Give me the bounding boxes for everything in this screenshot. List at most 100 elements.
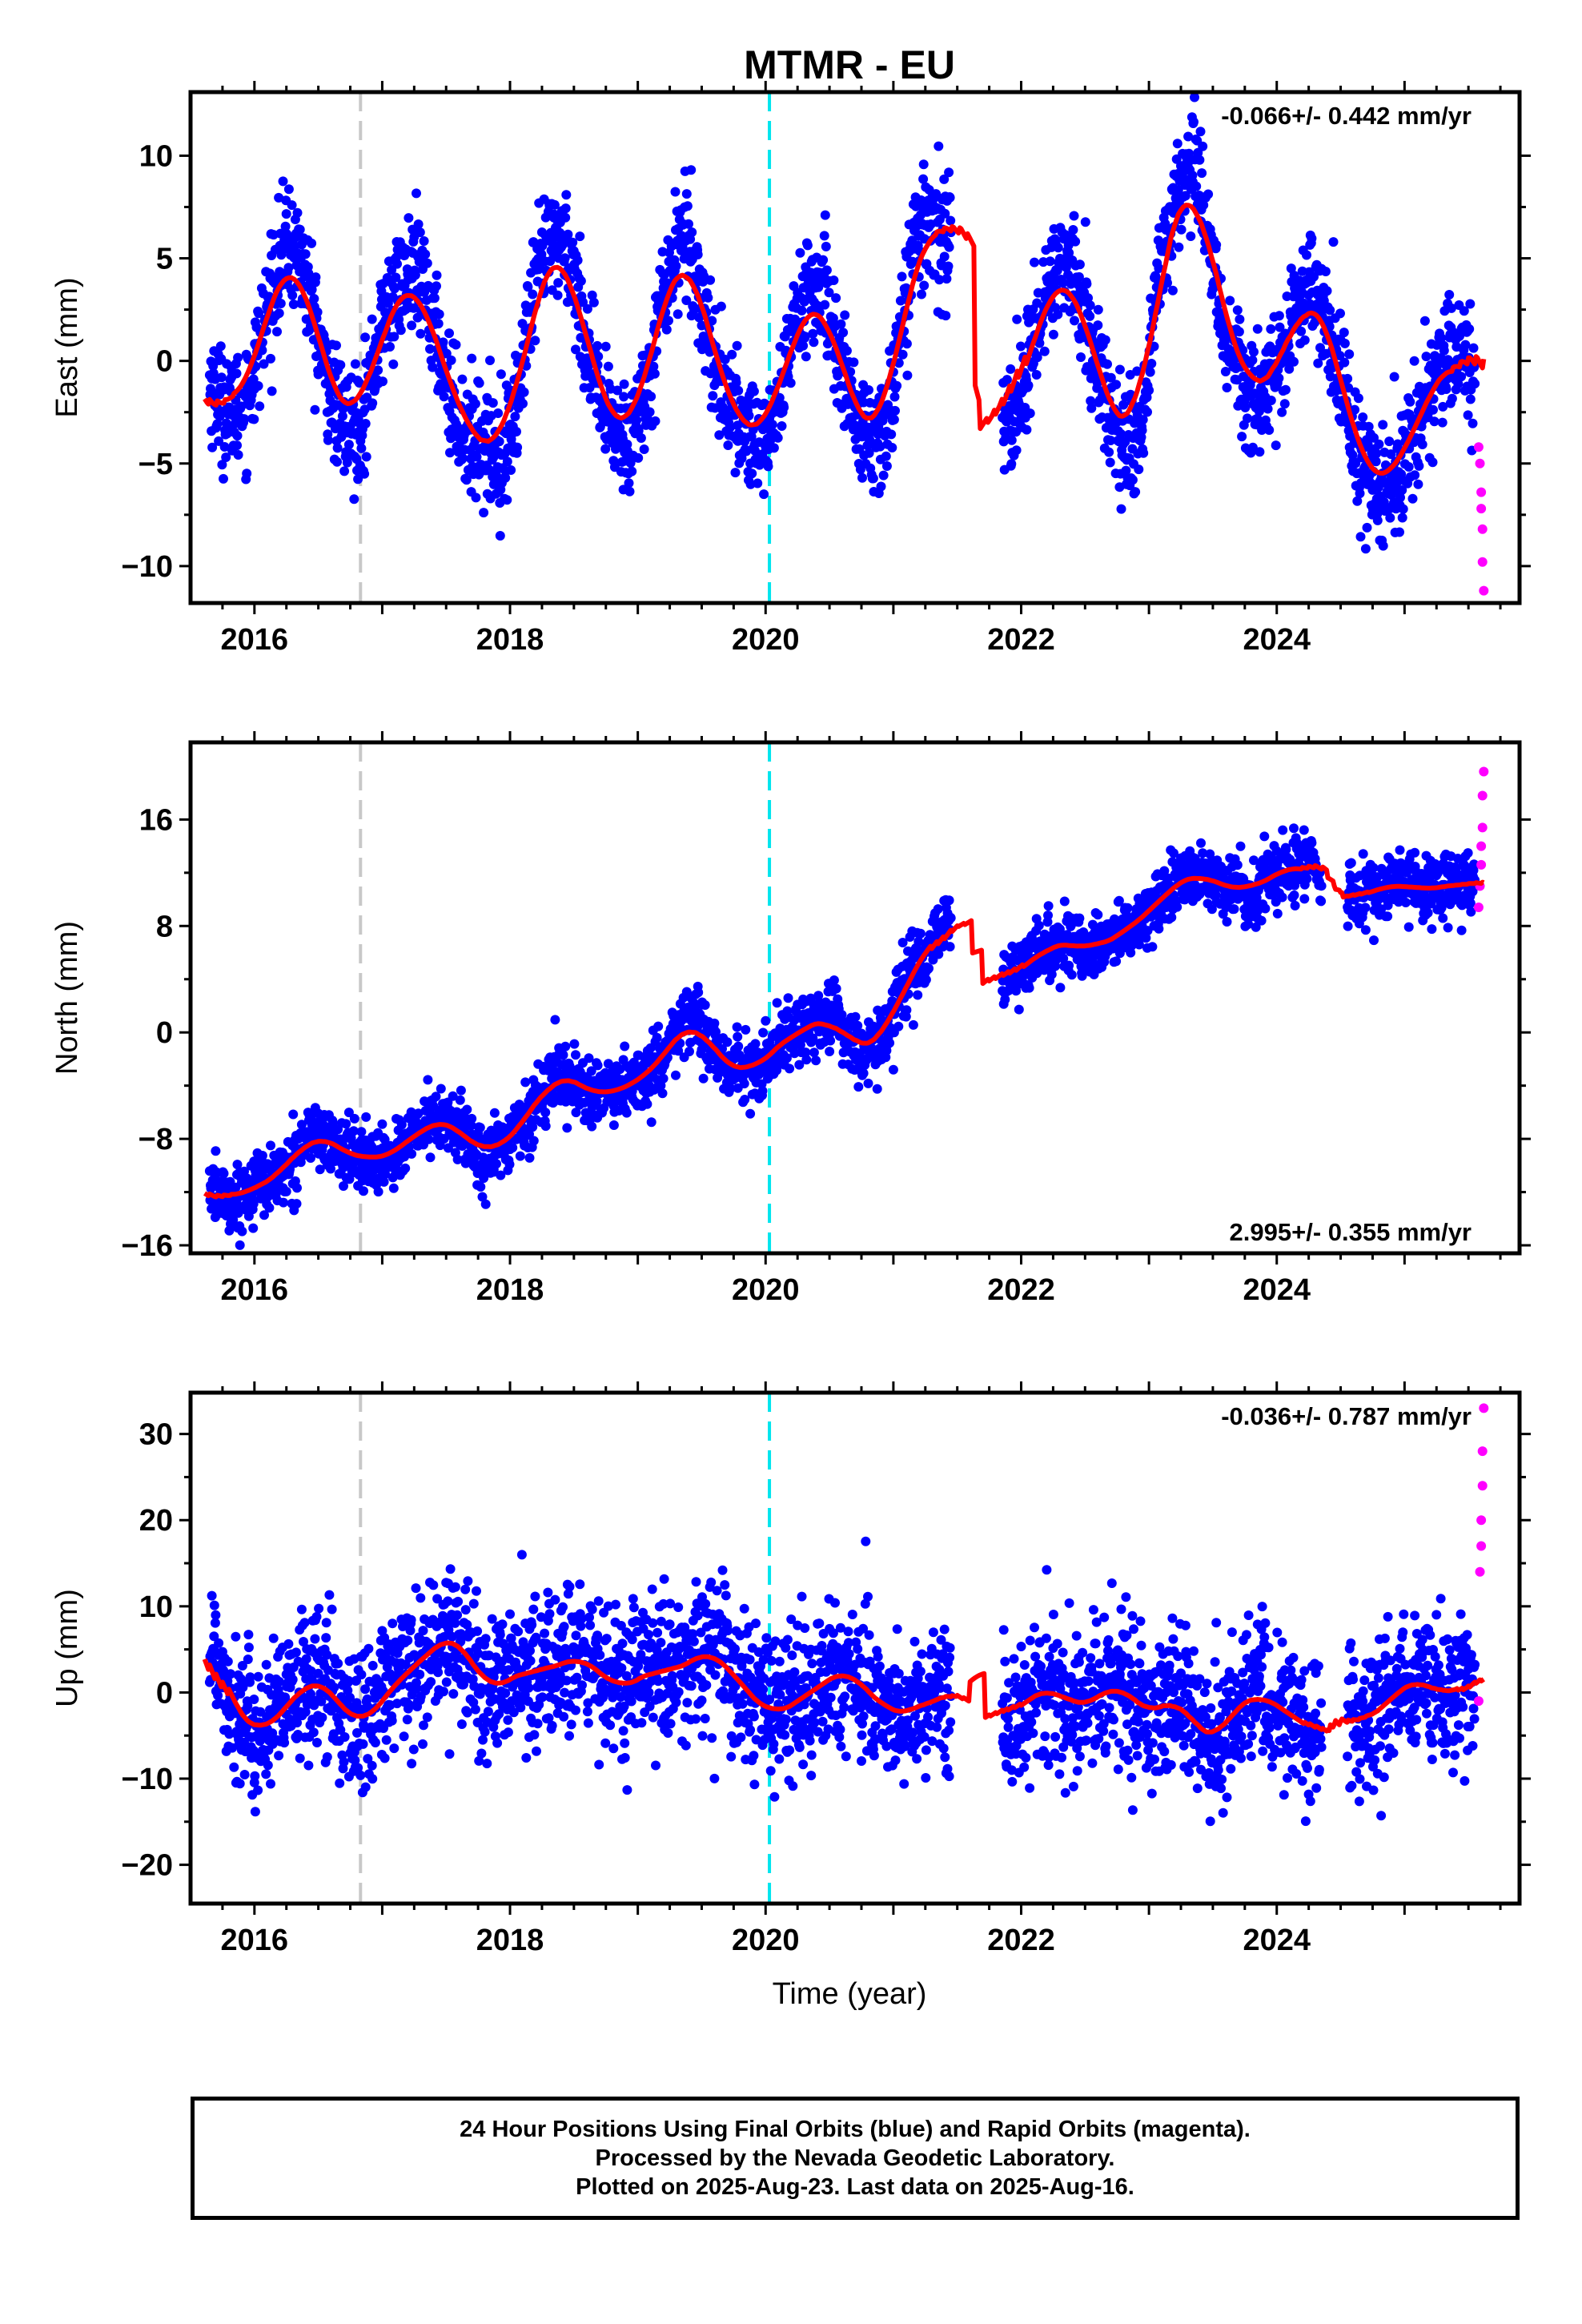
final-orbit-point — [798, 340, 809, 351]
rapid-orbit-point — [1476, 487, 1487, 497]
final-orbit-point — [783, 993, 793, 1003]
final-orbit-point — [232, 440, 242, 451]
final-orbit-point — [530, 336, 540, 346]
final-orbit-point — [1463, 410, 1473, 420]
final-orbit-point — [714, 430, 725, 440]
final-orbit-point — [1154, 263, 1164, 273]
final-orbit-point — [1444, 290, 1455, 300]
final-orbit-point — [425, 344, 435, 354]
final-orbit-point — [438, 337, 448, 348]
final-orbit-point — [624, 478, 634, 489]
final-orbit-point — [627, 466, 637, 476]
final-orbit-point — [307, 238, 317, 248]
final-orbit-point — [808, 328, 818, 339]
final-orbit-point — [800, 332, 810, 342]
final-orbit-point — [1198, 141, 1208, 151]
final-orbits-series — [204, 92, 1480, 554]
final-orbit-point — [831, 983, 841, 994]
final-orbit-point — [568, 237, 578, 247]
final-orbit-point — [1363, 440, 1373, 450]
final-orbit-point — [560, 253, 570, 263]
final-orbit-point — [744, 411, 754, 420]
final-orbit-point — [429, 293, 440, 304]
final-orbit-point — [306, 1153, 315, 1163]
final-orbit-point — [1266, 396, 1276, 405]
final-orbit-point — [1234, 327, 1244, 337]
final-orbit-point — [504, 1160, 515, 1169]
final-orbit-point — [941, 311, 951, 321]
final-orbit-point — [1350, 404, 1360, 415]
final-orbit-point — [1138, 415, 1148, 425]
final-orbit-point — [1405, 396, 1415, 407]
final-orbit-point — [219, 442, 230, 452]
final-orbit-point — [1195, 127, 1206, 137]
final-orbit-point — [747, 468, 757, 479]
final-orbit-point — [274, 192, 284, 203]
final-orbit-point — [281, 1186, 291, 1196]
final-orbit-point — [670, 187, 681, 197]
final-orbit-point — [457, 374, 468, 384]
final-orbit-point — [359, 1186, 368, 1196]
final-orbit-point — [1085, 300, 1095, 311]
final-orbit-point — [288, 300, 299, 309]
final-orbit-point — [693, 249, 703, 259]
final-orbit-point — [1279, 399, 1290, 409]
final-orbit-point — [1468, 343, 1479, 353]
rapid-orbit-point — [1477, 524, 1488, 534]
plot-area — [203, 766, 1489, 1250]
final-orbit-point — [1104, 447, 1114, 457]
final-orbit-point — [648, 361, 659, 372]
final-orbit-point — [1086, 403, 1097, 413]
final-orbit-point — [863, 1078, 873, 1088]
final-orbit-point — [407, 1148, 417, 1159]
final-orbit-point — [207, 442, 218, 452]
final-orbit-point — [219, 1168, 229, 1179]
final-orbit-point — [716, 301, 726, 312]
final-orbit-point — [242, 468, 252, 479]
final-orbit-point — [1374, 439, 1384, 449]
final-orbit-point — [1066, 970, 1077, 980]
final-orbit-point — [1032, 352, 1042, 363]
final-orbit-point — [502, 495, 512, 505]
final-orbit-point — [1190, 92, 1199, 103]
final-orbit-point — [1173, 185, 1183, 195]
final-orbit-point — [1335, 308, 1345, 319]
final-orbit-point — [779, 402, 789, 412]
final-orbit-point — [887, 443, 897, 452]
final-orbit-point — [1068, 225, 1078, 235]
final-orbit-point — [1315, 343, 1325, 353]
final-orbit-point — [1378, 541, 1388, 551]
final-orbit-point — [687, 227, 697, 237]
final-orbit-point — [266, 353, 275, 364]
plot-area — [203, 92, 1489, 596]
y-tick-label: −10 — [122, 550, 173, 584]
final-orbit-point — [292, 1183, 302, 1193]
final-orbit-point — [560, 1041, 571, 1051]
final-orbit-point — [1427, 457, 1438, 468]
final-orbit-point — [356, 443, 367, 453]
final-orbit-point — [828, 313, 838, 324]
final-orbit-point — [540, 1121, 551, 1132]
final-orbit-point — [1002, 375, 1012, 385]
final-orbit-point — [413, 219, 424, 229]
final-orbit-point — [761, 1015, 771, 1026]
final-orbit-point — [1016, 341, 1026, 352]
final-orbit-point — [785, 378, 796, 388]
final-orbit-point — [1220, 367, 1231, 376]
final-orbit-point — [1384, 436, 1395, 447]
final-orbit-point — [515, 1151, 525, 1161]
final-orbit-point — [733, 1031, 743, 1042]
final-orbit-point — [257, 345, 267, 356]
final-orbit-point — [249, 414, 259, 424]
final-orbit-point — [797, 305, 807, 316]
final-orbit-point — [1074, 271, 1084, 282]
final-orbit-point — [1339, 357, 1350, 368]
final-orbit-point — [214, 436, 224, 446]
final-orbit-point — [1191, 181, 1202, 191]
rapid-orbit-point — [1477, 557, 1488, 567]
final-orbit-point — [600, 444, 611, 454]
final-orbit-point — [897, 271, 907, 282]
final-orbit-point — [455, 1095, 465, 1105]
y-axis-label: East (mm) — [50, 277, 84, 417]
